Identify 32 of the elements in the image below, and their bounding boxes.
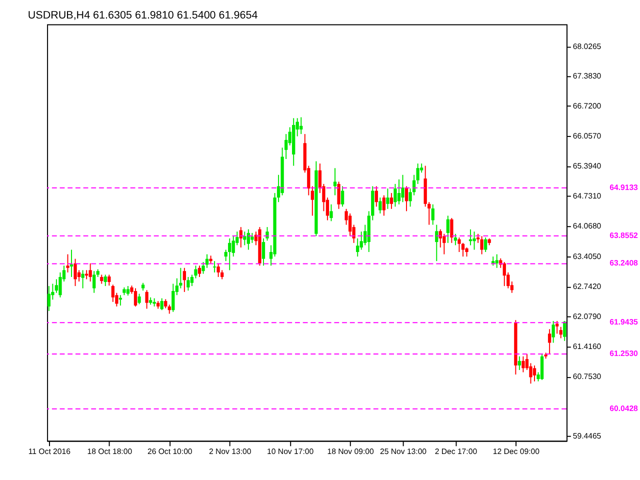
ref-line-label: 61.2530 (610, 348, 639, 358)
ref-line-label: 64.9133 (610, 182, 639, 192)
x-tick-label: 18 Nov 09:00 (327, 447, 374, 456)
y-tick-label: 63.4050 (572, 252, 602, 261)
candlestick (465, 246, 468, 258)
y-tick-label: 64.0680 (572, 222, 602, 231)
y-tick-label: 67.3830 (572, 71, 602, 80)
candlestick (66, 254, 70, 273)
candlestick (401, 174, 404, 203)
x-tick-label: 11 Oct 2016 (28, 447, 72, 456)
y-tick-label: 68.0265 (572, 42, 602, 52)
y-tick-label: 62.0790 (572, 312, 602, 321)
ref-line-label: 63.8552 (610, 230, 639, 240)
y-tick-label: 62.7420 (572, 282, 602, 291)
x-tick-label: 18 Oct 18:00 (87, 447, 133, 456)
y-tick-label: 60.7530 (572, 372, 602, 382)
y-tick-label: 59.4465 (572, 431, 602, 440)
x-tick-label: 2 Dec 17:00 (434, 447, 478, 456)
chart-title: USDRUB,H4 61.6305 61.9810 61.5400 61.9654 (28, 9, 258, 22)
y-tick-label: 61.4160 (572, 342, 602, 352)
x-tick-label: 26 Oct 10:00 (147, 447, 193, 456)
y-tick-label: 66.0570 (572, 131, 602, 140)
y-tick-label: 66.7200 (572, 101, 602, 110)
x-tick-label: 2 Nov 13:00 (208, 447, 252, 456)
y-tick-label: 65.3940 (572, 162, 602, 171)
ref-line-label: 61.9435 (610, 318, 639, 327)
x-tick-label: 25 Nov 13:00 (380, 447, 428, 456)
ref-line-label: 60.0428 (610, 404, 639, 413)
ref-line-label: 63.2408 (610, 258, 639, 268)
x-tick-label: 12 Dec 09:00 (492, 447, 540, 456)
y-tick-label: 64.7310 (572, 192, 602, 201)
x-tick-label: 10 Nov 17:00 (267, 447, 314, 456)
